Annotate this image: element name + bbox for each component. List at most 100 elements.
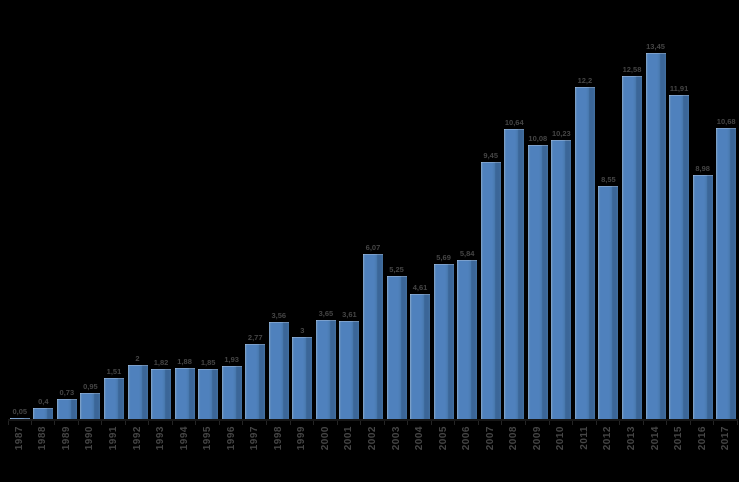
x-axis-label-1990: 1990 xyxy=(84,426,96,451)
bar-value-label-1996: 1,93 xyxy=(224,355,239,365)
x-axis-tick-mark xyxy=(126,421,150,425)
bar-1993: 1,82 xyxy=(151,358,172,419)
bar-1996: 1,93 xyxy=(221,355,242,419)
x-axis-tick-mark xyxy=(196,421,220,425)
x-axis-tick-mark xyxy=(338,421,362,425)
x-axis-label-1994: 1994 xyxy=(178,426,190,451)
bar-value-label-1998: 3,56 xyxy=(271,311,287,321)
bar-value-label-1997: 2,77 xyxy=(247,332,263,342)
bar-2000: 3,65 xyxy=(315,309,336,419)
bar-slot-1996: 1,93 xyxy=(220,355,244,419)
x-axis-label-1998: 1998 xyxy=(272,426,284,451)
x-axis-label-2010: 2010 xyxy=(555,426,567,451)
bar-value-label-2017: 10,68 xyxy=(716,117,736,127)
x-axis-label-2013: 2013 xyxy=(625,426,637,451)
x-axis-slot-1996: 1996 xyxy=(220,426,244,480)
bar-slot-1995: 1,85 xyxy=(196,358,220,419)
bar-slot-1990: 0,95 xyxy=(79,382,103,419)
x-axis-tick-mark xyxy=(644,421,668,425)
x-axis-slot-1992: 1992 xyxy=(126,426,150,480)
x-axis-label-2014: 2014 xyxy=(649,426,661,451)
x-axis-slot-1999: 1999 xyxy=(291,426,315,480)
bar-value-label-1993: 1,82 xyxy=(153,358,169,368)
bar-value-label-2001: 3,61 xyxy=(342,309,357,319)
x-axis-slot-2016: 2016 xyxy=(691,426,715,480)
x-axis-slot-2005: 2005 xyxy=(432,426,456,480)
x-axis-tick-mark xyxy=(550,421,574,425)
bar-slot-2017: 10,68 xyxy=(714,117,738,419)
bar-value-label-1987: 0,05 xyxy=(12,406,28,416)
x-axis-label-1987: 1987 xyxy=(13,426,25,451)
bar-value-label-1990: 0,95 xyxy=(83,382,98,392)
x-axis-label-2011: 2011 xyxy=(578,426,590,450)
x-axis-label-2015: 2015 xyxy=(673,426,685,451)
x-axis-label-2009: 2009 xyxy=(531,426,543,451)
bar-value-label-2011: 12,2 xyxy=(577,75,593,85)
x-axis-slot-2015: 2015 xyxy=(667,426,691,480)
x-axis-label-1989: 1989 xyxy=(60,426,72,451)
x-axis-label-1991: 1991 xyxy=(107,426,119,451)
bar-slot-1992: 2 xyxy=(126,354,150,419)
x-axis-tick-mark xyxy=(597,421,621,425)
bar-slot-2003: 5,25 xyxy=(385,265,409,419)
bar-slot-2013: 12,58 xyxy=(620,65,644,419)
x-axis-tick-mark xyxy=(267,421,291,425)
x-axis-tick-mark xyxy=(455,421,479,425)
x-axis-label-1995: 1995 xyxy=(202,426,214,451)
x-axis-tick-mark xyxy=(714,421,738,425)
bar-2017: 10,68 xyxy=(716,117,737,419)
bar-1987: 0,05 xyxy=(9,407,30,419)
bar-value-label-2002: 6,07 xyxy=(365,242,381,252)
x-axis-label-2004: 2004 xyxy=(414,426,426,451)
bar-value-label-1988: 0,4 xyxy=(38,397,49,407)
bar-value-label-2007: 9,45 xyxy=(483,150,499,160)
x-axis-tick-mark xyxy=(408,421,432,425)
x-axis-slot-2017: 2017 xyxy=(714,426,738,480)
bar-value-label-1999: 3 xyxy=(300,326,305,336)
bar-slot-1997: 2,77 xyxy=(243,333,267,419)
x-axis-ticks xyxy=(8,421,738,425)
bar-2009: 10,08 xyxy=(527,134,548,419)
bar-value-label-2006: 5,84 xyxy=(459,249,475,258)
bar-2011: 12,2 xyxy=(574,76,595,419)
bar-slot-2015: 11,91 xyxy=(667,84,691,419)
x-axis-tick-mark xyxy=(102,421,126,425)
bar-2010: 10,23 xyxy=(551,129,572,419)
bar-slot-2009: 10,08 xyxy=(526,134,550,419)
x-axis-tick-mark xyxy=(667,421,691,425)
bar-slot-2012: 8,55 xyxy=(597,175,621,419)
x-axis-labels: 1987 1988 1989 1990 1991 1992 1993 1994 1995 1996… xyxy=(8,426,738,480)
bar-2012: 8,55 xyxy=(598,175,619,419)
bar-1999: 3 xyxy=(292,326,313,419)
x-axis-line xyxy=(8,419,738,421)
bar-slot-1989: 0,73 xyxy=(55,388,79,419)
x-axis-slot-1990: 1990 xyxy=(79,426,103,480)
bar-2003: 5,25 xyxy=(386,265,407,419)
bar-1992: 2 xyxy=(127,354,148,419)
bar-value-label-2004: 4,61 xyxy=(412,282,428,292)
x-axis-tick-mark xyxy=(361,421,385,425)
bar-2005: 5,69 xyxy=(433,253,454,419)
x-axis-tick-mark xyxy=(220,421,244,425)
x-axis-label-1988: 1988 xyxy=(37,426,49,451)
bar-value-label-1991: 1,51 xyxy=(106,366,122,376)
x-axis-tick-mark xyxy=(149,421,173,425)
x-axis-tick-mark xyxy=(32,421,56,425)
plot-area: 0,05 0,4 0,73 0,95 1,51 2 1,82 1,88 1,85 1,93 2,77… xyxy=(8,0,738,419)
x-axis-slot-1997: 1997 xyxy=(243,426,267,480)
bar-slot-2008: 10,64 xyxy=(502,118,526,419)
x-axis-slot-1987: 1987 xyxy=(8,426,32,480)
x-axis-slot-1995: 1995 xyxy=(196,426,220,480)
x-axis-tick-mark xyxy=(479,421,503,425)
x-axis-label-1997: 1997 xyxy=(249,426,261,451)
bar-slot-2010: 10,23 xyxy=(550,129,574,419)
bar-2008: 10,64 xyxy=(504,118,525,419)
x-axis-slot-2003: 2003 xyxy=(385,426,409,480)
bar-value-label-1989: 0,73 xyxy=(59,388,75,398)
x-axis-slot-2004: 2004 xyxy=(408,426,432,480)
bar-value-label-2003: 5,25 xyxy=(389,265,404,274)
bar-value-label-2013: 12,58 xyxy=(622,65,642,75)
x-axis-tick-mark xyxy=(432,421,456,425)
x-axis-tick-mark xyxy=(526,421,550,425)
